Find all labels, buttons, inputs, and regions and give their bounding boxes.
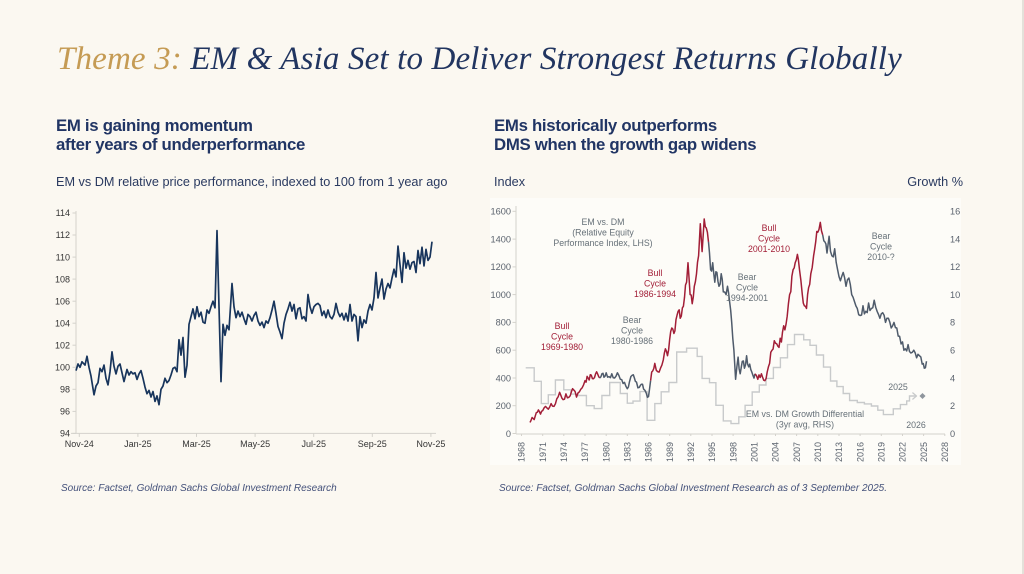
svg-text:1977: 1977: [580, 442, 590, 462]
svg-text:112: 112: [56, 230, 70, 240]
svg-text:4: 4: [950, 373, 955, 383]
svg-text:1969-1980: 1969-1980: [541, 342, 583, 352]
svg-text:1994-2001: 1994-2001: [726, 293, 768, 303]
svg-text:2026: 2026: [906, 420, 926, 430]
svg-text:1980-1986: 1980-1986: [611, 336, 653, 346]
svg-text:2010-?: 2010-?: [867, 252, 894, 262]
svg-text:1971: 1971: [538, 442, 548, 462]
svg-text:1980: 1980: [601, 442, 611, 462]
svg-text:Nov-24: Nov-24: [65, 439, 94, 449]
svg-text:1600: 1600: [491, 207, 511, 217]
svg-text:600: 600: [496, 346, 511, 356]
svg-text:8: 8: [950, 318, 955, 328]
svg-text:106: 106: [55, 296, 70, 306]
svg-text:16: 16: [950, 207, 960, 217]
svg-text:94: 94: [60, 429, 70, 439]
svg-text:Cycle: Cycle: [644, 279, 666, 289]
svg-text:1000: 1000: [491, 290, 511, 300]
svg-text:Bull: Bull: [648, 268, 663, 278]
svg-text:2019: 2019: [877, 442, 887, 462]
svg-text:EM vs. DM: EM vs. DM: [581, 217, 624, 227]
svg-text:0: 0: [950, 429, 955, 439]
svg-text:1986-1994: 1986-1994: [634, 289, 676, 299]
svg-text:EM vs. DM Growth Differential: EM vs. DM Growth Differential: [746, 409, 864, 419]
svg-text:Bear: Bear: [623, 315, 642, 325]
svg-text:(3yr avg, RHS): (3yr avg, RHS): [776, 420, 834, 430]
svg-text:1995: 1995: [707, 442, 717, 462]
svg-text:Cycle: Cycle: [870, 242, 892, 252]
svg-text:14: 14: [950, 234, 960, 244]
svg-text:2004: 2004: [771, 442, 781, 462]
svg-text:2001: 2001: [750, 442, 760, 462]
svg-text:1998: 1998: [728, 442, 738, 462]
svg-text:110: 110: [56, 252, 70, 262]
svg-text:1989: 1989: [665, 442, 675, 462]
svg-text:400: 400: [496, 373, 511, 383]
svg-text:2028: 2028: [940, 442, 950, 462]
svg-text:1400: 1400: [491, 234, 511, 244]
svg-text:2007: 2007: [792, 442, 802, 462]
svg-text:2: 2: [950, 401, 955, 411]
svg-text:2025: 2025: [888, 382, 908, 392]
svg-text:2025: 2025: [919, 442, 929, 462]
svg-text:114: 114: [56, 208, 70, 218]
svg-text:Nov-25: Nov-25: [416, 439, 445, 449]
svg-text:Bear: Bear: [872, 231, 891, 241]
svg-text:Bull: Bull: [555, 321, 570, 331]
svg-text:Sep-25: Sep-25: [358, 439, 387, 449]
svg-text:Mar-25: Mar-25: [182, 439, 211, 449]
svg-text:108: 108: [55, 274, 70, 284]
svg-text:2010: 2010: [813, 442, 823, 462]
svg-text:Cycle: Cycle: [551, 332, 573, 342]
svg-text:200: 200: [496, 401, 511, 411]
svg-text:2016: 2016: [855, 442, 865, 462]
svg-text:Jul-25: Jul-25: [301, 439, 326, 449]
svg-text:2013: 2013: [834, 442, 844, 462]
svg-text:6: 6: [950, 346, 955, 356]
svg-text:(Relative Equity: (Relative Equity: [572, 228, 634, 238]
svg-text:May-25: May-25: [240, 439, 270, 449]
svg-text:1968: 1968: [517, 442, 527, 462]
svg-text:Cycle: Cycle: [758, 234, 780, 244]
svg-text:Cycle: Cycle: [736, 283, 758, 293]
svg-text:12: 12: [950, 262, 960, 272]
svg-text:104: 104: [55, 318, 70, 328]
svg-text:1200: 1200: [491, 262, 511, 272]
svg-text:1992: 1992: [686, 442, 696, 462]
svg-text:Bull: Bull: [762, 223, 777, 233]
svg-text:2001-2010: 2001-2010: [748, 244, 790, 254]
svg-text:1986: 1986: [644, 442, 654, 462]
svg-text:102: 102: [55, 340, 70, 350]
svg-text:100: 100: [55, 363, 70, 373]
svg-text:1974: 1974: [559, 442, 569, 462]
svg-text:800: 800: [496, 318, 511, 328]
svg-text:2022: 2022: [898, 442, 908, 462]
svg-text:10: 10: [950, 290, 960, 300]
svg-text:Performance Index, LHS): Performance Index, LHS): [553, 238, 652, 248]
svg-text:Bear: Bear: [738, 272, 757, 282]
svg-text:96: 96: [60, 407, 70, 417]
svg-text:98: 98: [60, 385, 70, 395]
svg-text:0: 0: [506, 429, 511, 439]
svg-text:1983: 1983: [623, 442, 633, 462]
svg-text:Jan-25: Jan-25: [124, 439, 152, 449]
svg-text:Cycle: Cycle: [621, 326, 643, 336]
